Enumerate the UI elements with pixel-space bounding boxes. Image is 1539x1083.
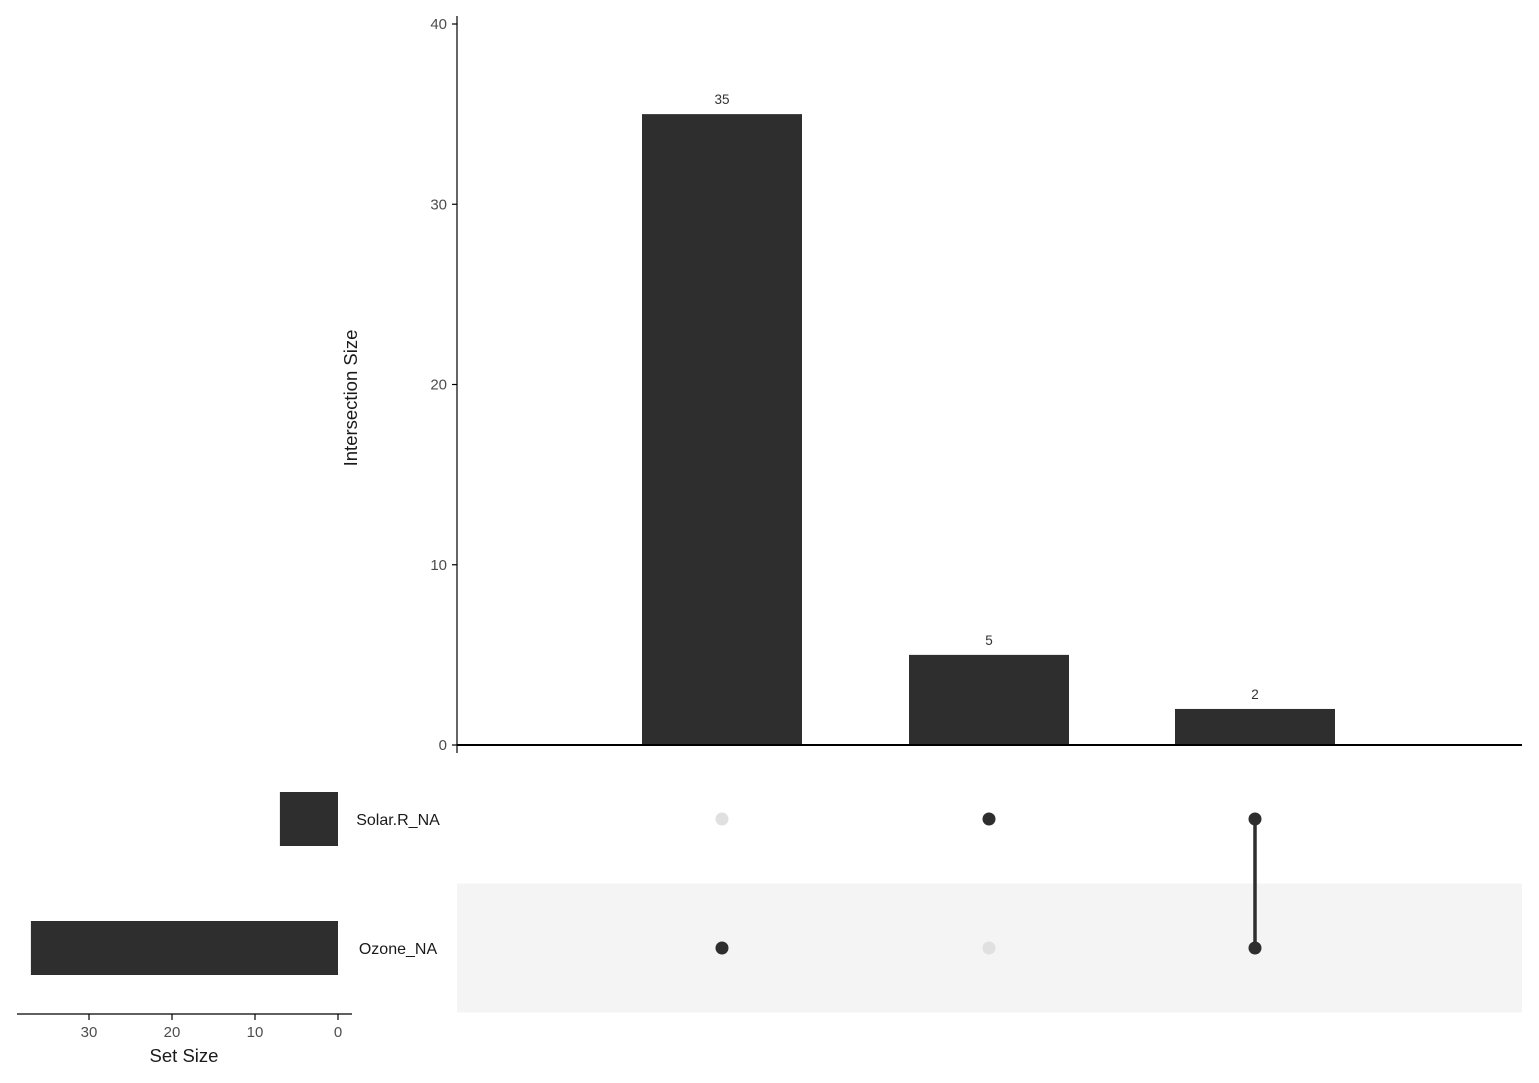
set-size-x-tick-label: 10 — [247, 1024, 264, 1041]
intersection-bar-3 — [1175, 708, 1335, 745]
matrix-dot-active — [982, 812, 996, 826]
set-size-x-tick-label: 20 — [164, 1024, 181, 1041]
set-size-x-axis-title: Set Size — [150, 1045, 219, 1066]
intersection-size-panel: 35 5 2 0 10 20 30 40 Intersection Size — [340, 16, 1522, 754]
matrix-dot-active — [1248, 941, 1262, 955]
intersection-matrix — [715, 812, 1262, 955]
set-name-label: Solar.R_NA — [356, 812, 440, 829]
intersection-bar-1 — [642, 114, 802, 745]
set-size-bars — [30, 792, 339, 975]
intersection-y-tick-label: 40 — [430, 16, 447, 33]
intersection-bar-2 — [909, 654, 1069, 745]
matrix-dot-active — [715, 941, 729, 955]
intersection-y-ticks: 0 10 20 30 40 — [430, 16, 457, 754]
set-size-bar-ozone-na — [30, 921, 339, 975]
intersection-bars — [642, 114, 1335, 745]
set-name-labels: Solar.R_NA Ozone_NA — [356, 812, 440, 958]
set-size-x-tick-label: 30 — [81, 1024, 98, 1041]
intersection-y-tick-label: 10 — [430, 557, 447, 574]
intersection-y-axis-title: Intersection Size — [340, 330, 361, 467]
intersection-bar-label-3: 2 — [1251, 687, 1259, 702]
matrix-dot-inactive — [982, 941, 996, 955]
set-size-bar-solar-r-na — [279, 792, 338, 846]
set-size-x-tick-label: 0 — [334, 1024, 342, 1041]
set-name-label: Ozone_NA — [359, 941, 438, 958]
set-size-panel: 30 20 10 0 Set Size — [17, 792, 352, 1066]
intersection-y-tick-label: 30 — [430, 196, 447, 213]
intersection-bar-labels: 35 5 2 — [714, 92, 1258, 702]
matrix-dot-active — [1248, 812, 1262, 826]
intersection-y-tick-label: 0 — [439, 737, 447, 754]
matrix-dots — [715, 812, 1262, 955]
matrix-dot-inactive — [715, 812, 729, 826]
intersection-bar-label-1: 35 — [714, 92, 729, 107]
set-size-x-ticks: 30 20 10 0 — [81, 1014, 342, 1041]
intersection-y-tick-label: 20 — [430, 377, 447, 394]
intersection-bar-label-2: 5 — [985, 633, 993, 648]
